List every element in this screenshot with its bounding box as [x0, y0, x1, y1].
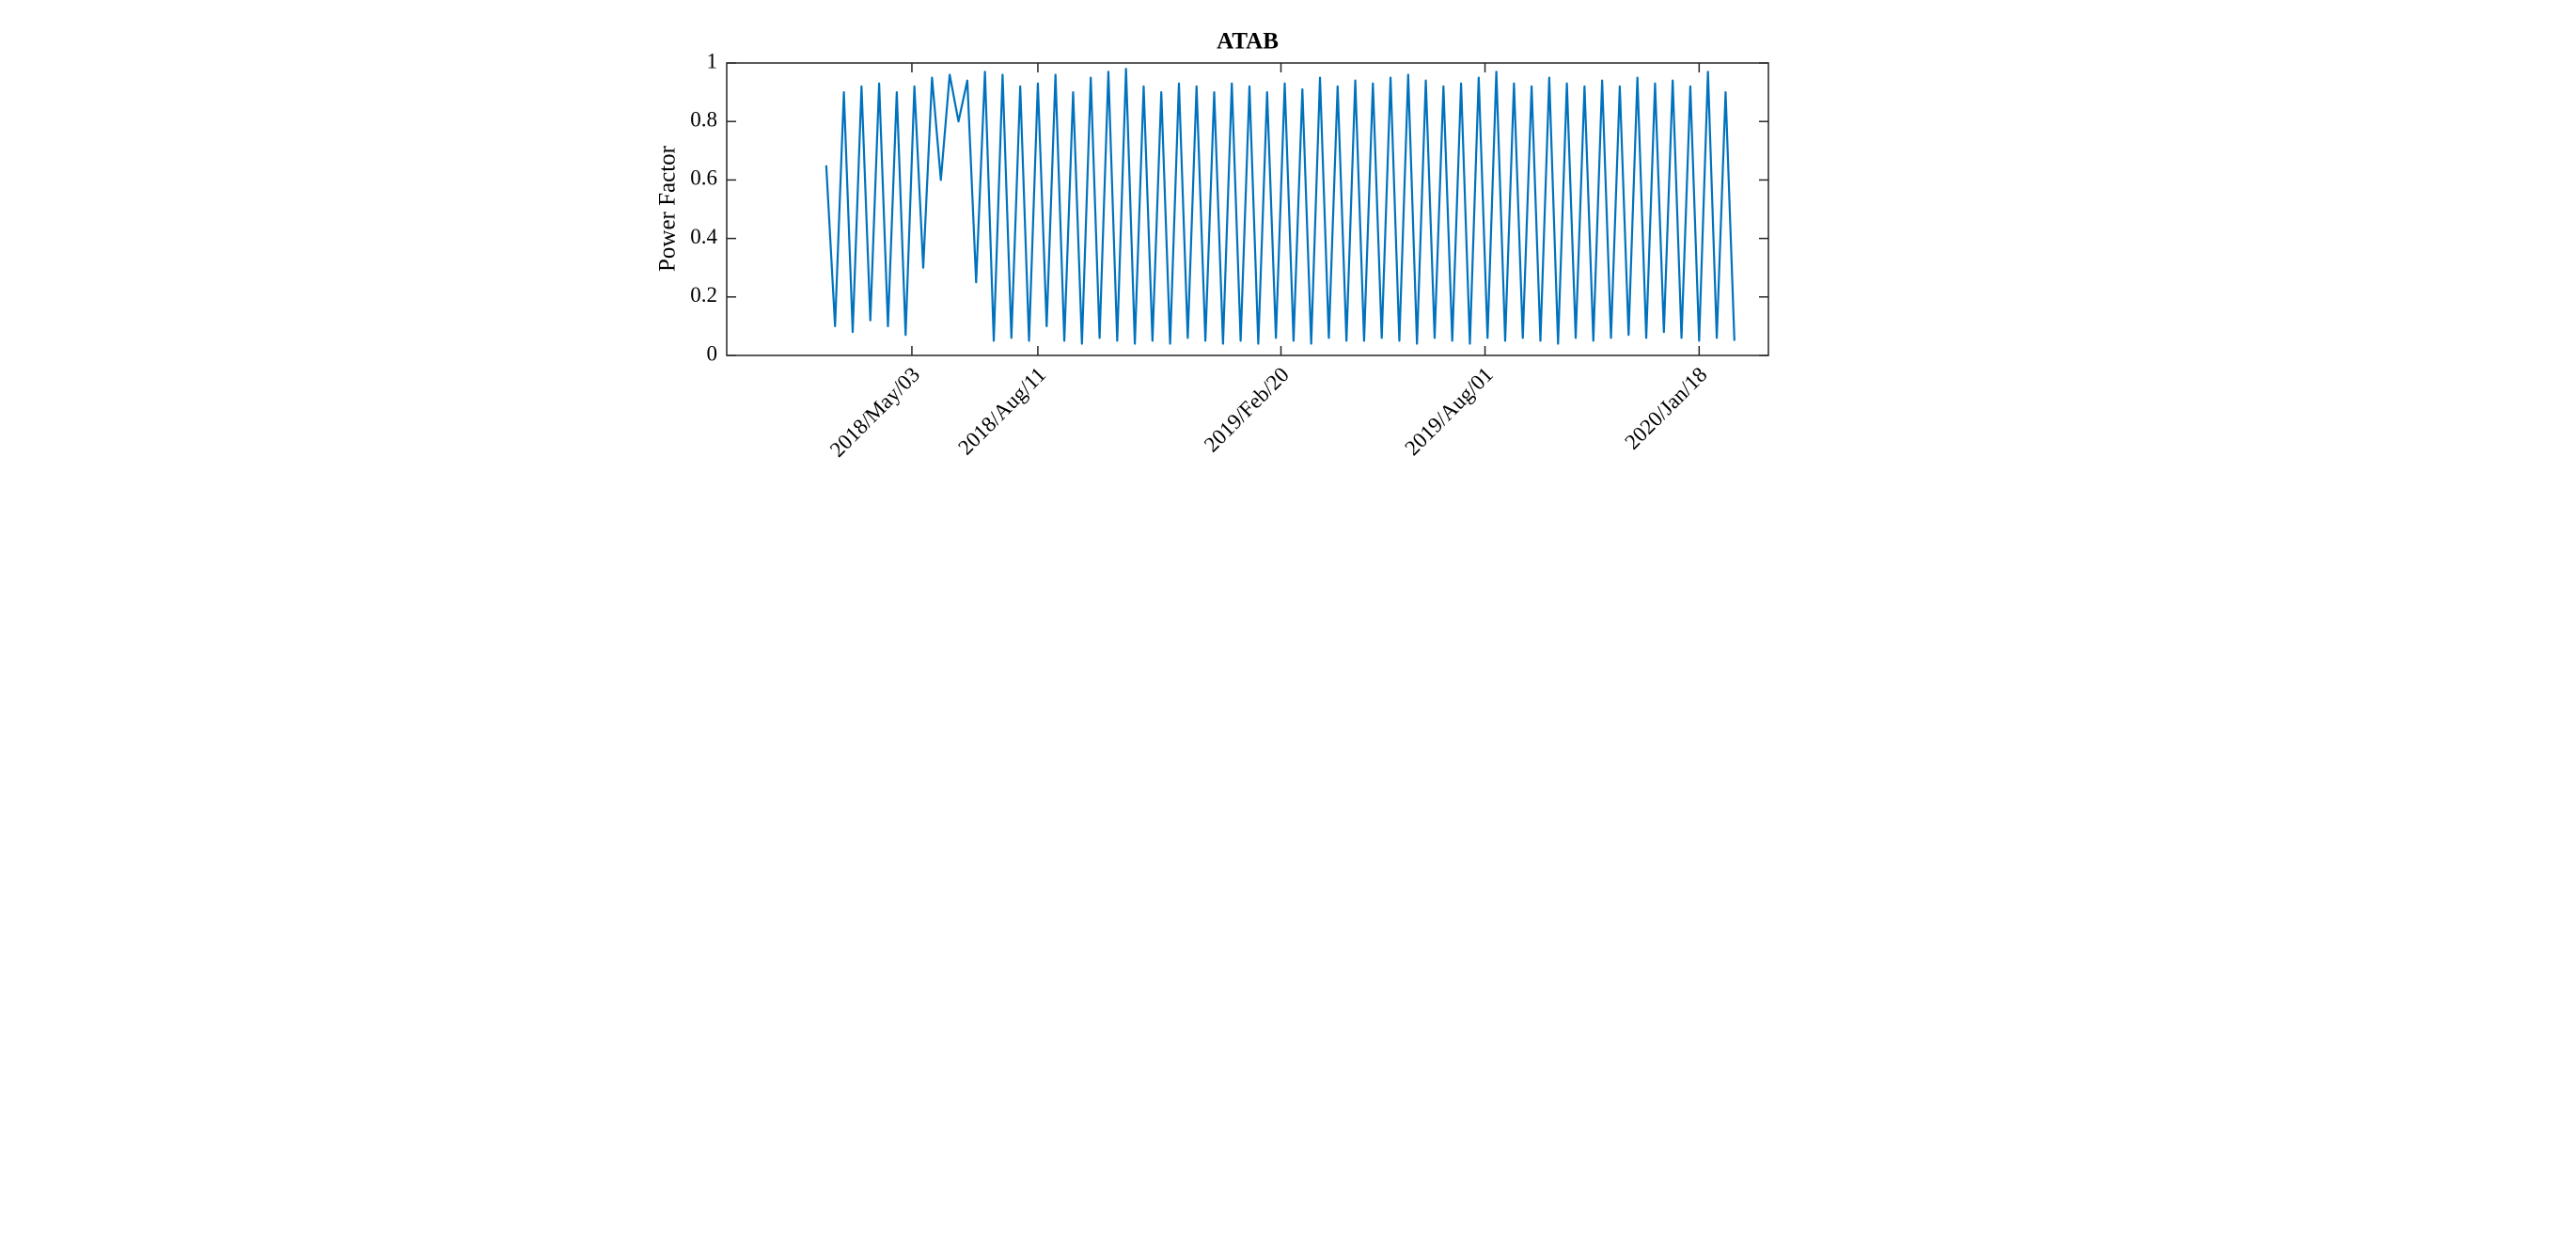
y-axis-label: Power Factor: [655, 145, 681, 272]
y-tick-label: 0: [707, 341, 718, 365]
x-tick-label: 2018/Aug/11: [953, 363, 1050, 460]
data-line: [825, 68, 1736, 345]
x-tick-label: 2020/Jan/18: [1620, 363, 1711, 454]
x-tick-label: 2019/Aug/01: [1400, 363, 1498, 461]
x-tick-label: 2019/Feb/20: [1200, 363, 1294, 457]
y-tick-label: 0.4: [690, 225, 717, 248]
plot-frame: [726, 62, 1769, 356]
x-tick-label: 2018/May/03: [825, 363, 924, 462]
y-tick-label: 0.6: [690, 166, 717, 190]
y-tick-label: 1: [707, 49, 718, 72]
y-tick-label: 0.8: [690, 107, 717, 131]
chart-title: ATAB: [1217, 29, 1279, 55]
y-tick-label: 0.2: [690, 283, 717, 307]
